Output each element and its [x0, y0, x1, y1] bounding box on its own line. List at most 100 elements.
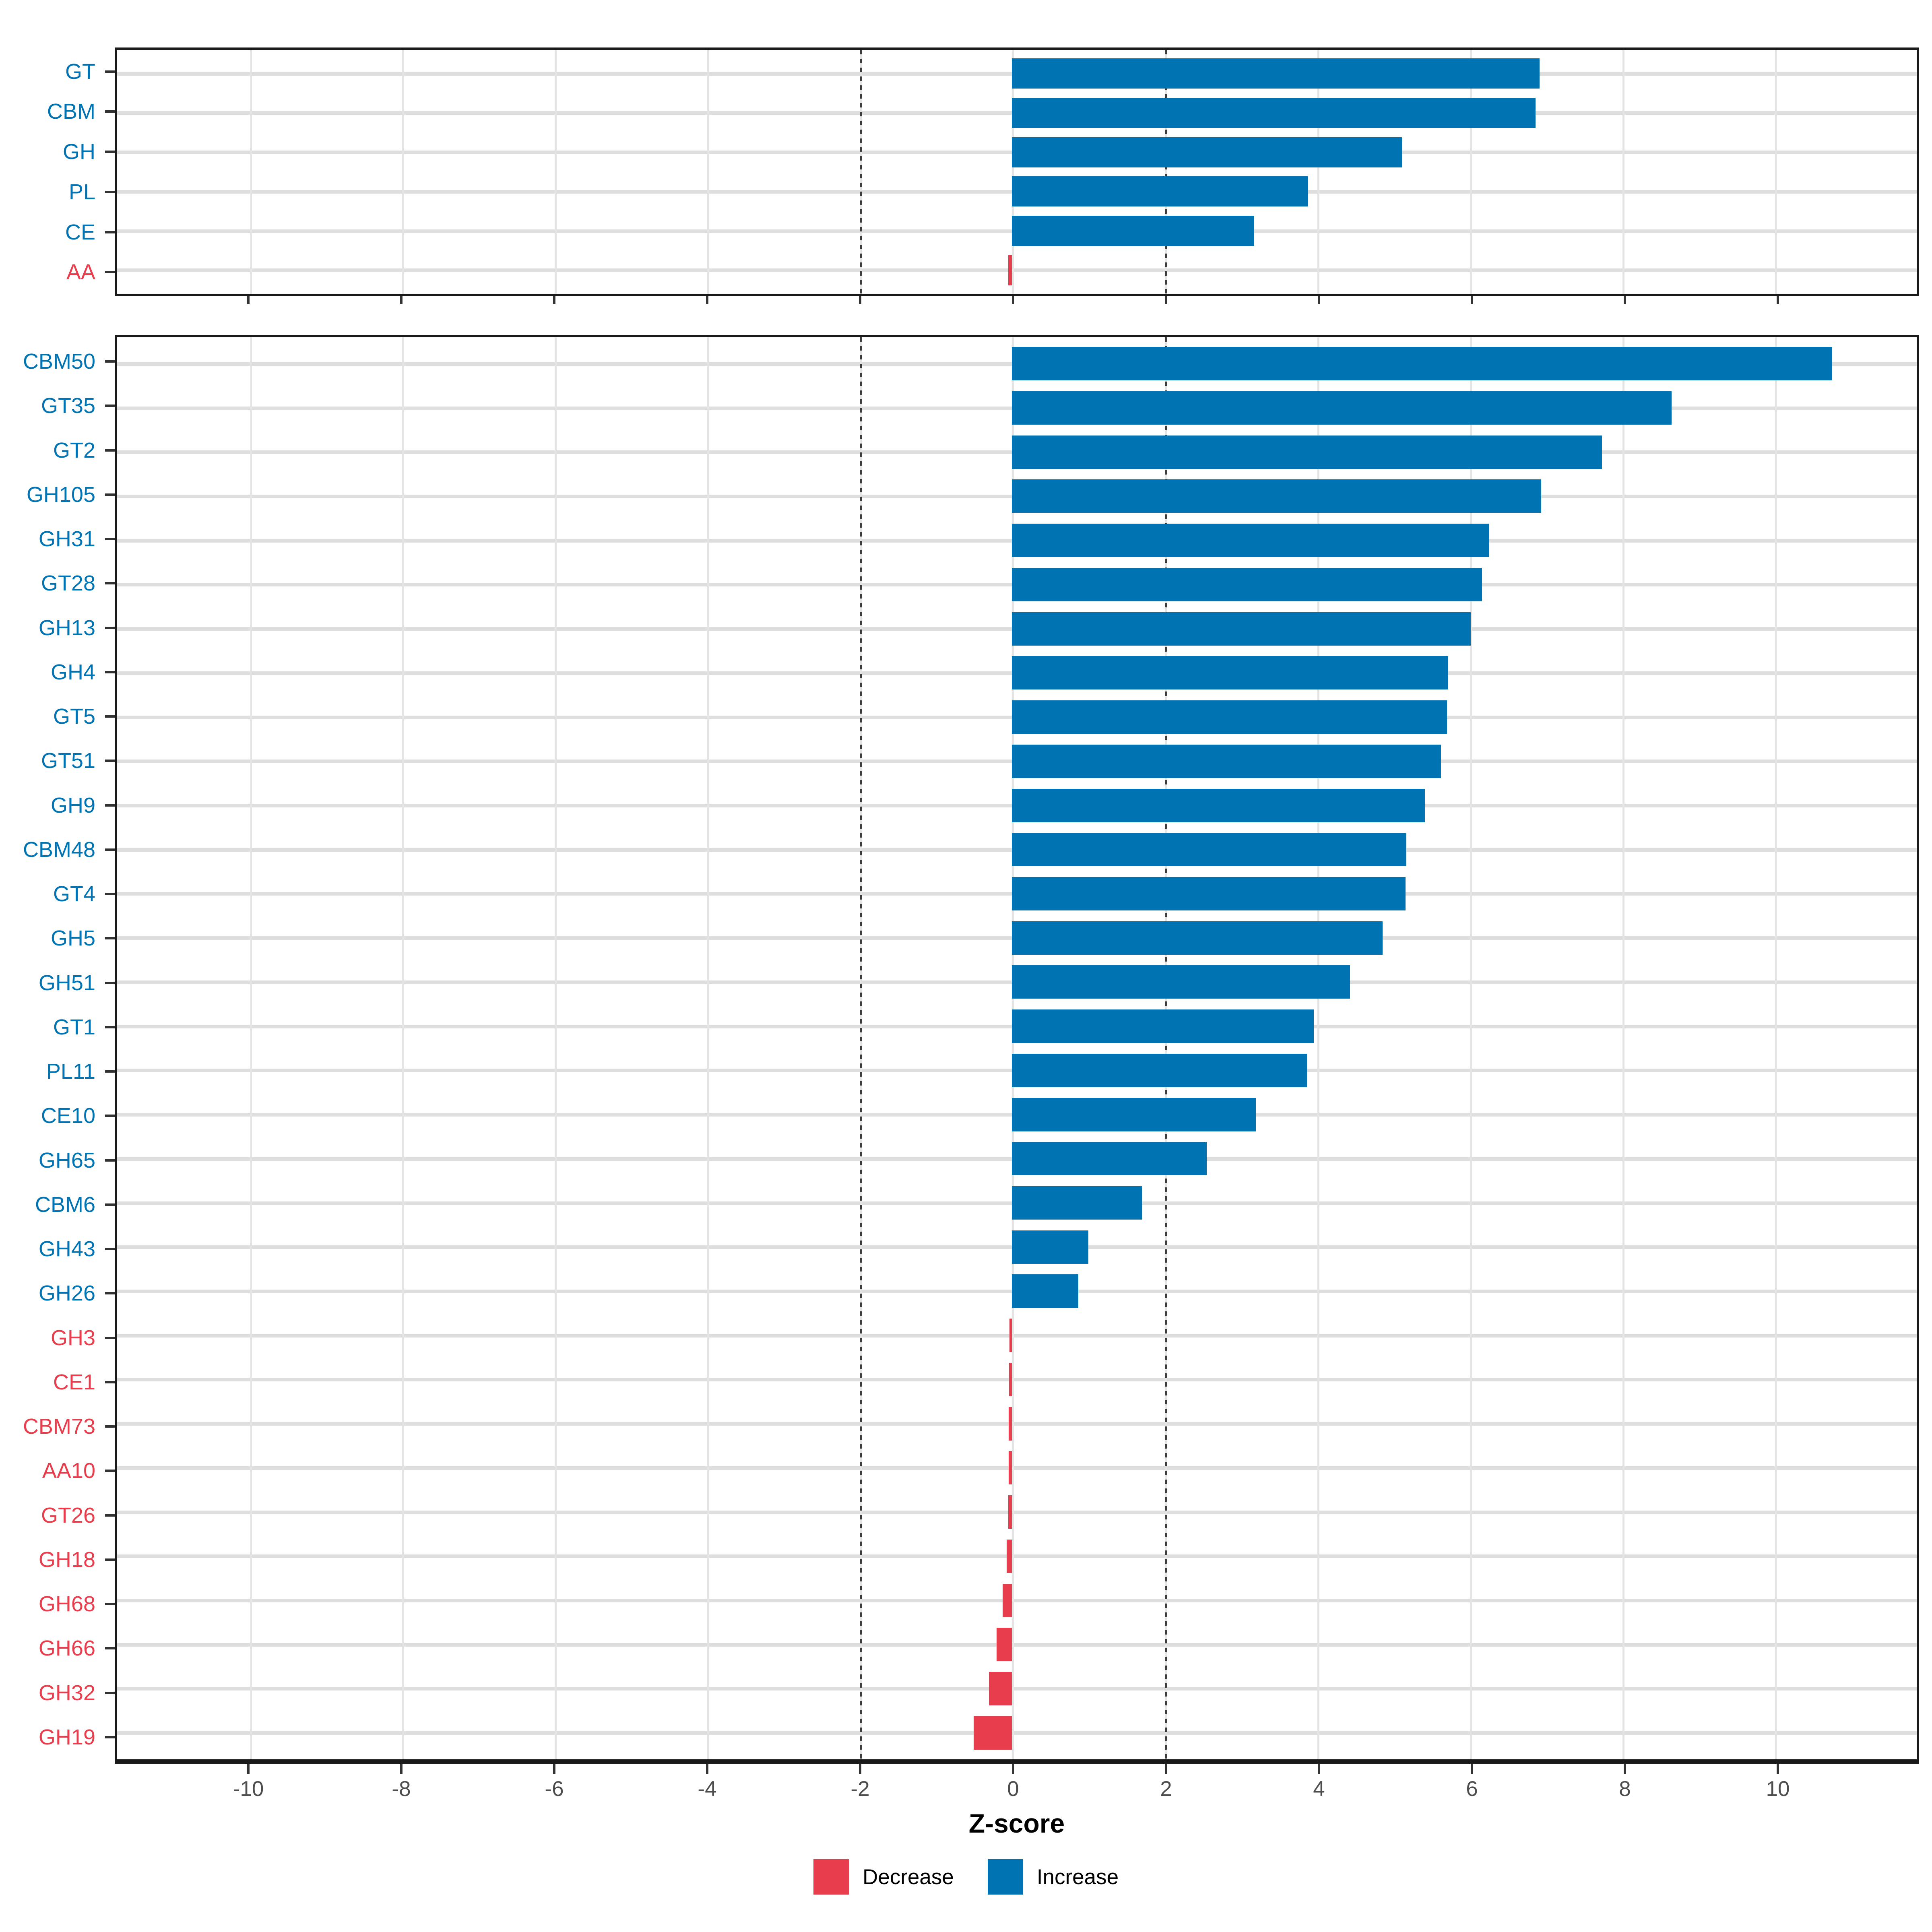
- bar-GH4: [1012, 656, 1448, 690]
- x-tick-label: -8: [392, 1777, 411, 1801]
- bar-GT4: [1012, 877, 1406, 910]
- gridline-v: [1622, 337, 1624, 1759]
- bar-GT: [1012, 58, 1540, 89]
- category-label-PL: PL: [68, 180, 95, 204]
- y-tick: [105, 538, 115, 540]
- bar-CE1: [1009, 1362, 1012, 1396]
- y-tick: [105, 1647, 115, 1649]
- category-label-CE1: CE1: [53, 1370, 95, 1394]
- x-tick-label: 4: [1313, 1777, 1325, 1801]
- gridline-v: [250, 50, 252, 294]
- x-tick-label: 0: [1007, 1777, 1019, 1801]
- legend-item-increase: Increase: [987, 1859, 1119, 1895]
- category-label-CBM48: CBM48: [23, 838, 95, 862]
- y-tick: [105, 982, 115, 984]
- x-tick: [1624, 1764, 1626, 1774]
- bar-GH3: [1009, 1319, 1012, 1352]
- x-axis-title: Z-score: [968, 1808, 1065, 1838]
- legend-item-decrease: Decrease: [813, 1859, 954, 1895]
- y-tick: [105, 271, 115, 273]
- bar-GH5: [1012, 921, 1383, 955]
- gridline-v: [1775, 337, 1777, 1759]
- bar-CBM73: [1009, 1407, 1012, 1441]
- bar-GH26: [1012, 1274, 1079, 1308]
- category-label-GH31: GH31: [38, 527, 95, 551]
- bar-GH68: [1003, 1583, 1012, 1617]
- gridline-v: [1775, 50, 1777, 294]
- bar-CBM6: [1012, 1186, 1142, 1220]
- legend: Decrease Increase: [0, 1859, 1932, 1895]
- bar-GT26: [1008, 1495, 1012, 1529]
- bar-GT2: [1012, 435, 1602, 469]
- y-tick: [105, 1159, 115, 1162]
- y-tick: [105, 893, 115, 895]
- gridline-v: [555, 50, 557, 294]
- x-tick: [1777, 1764, 1779, 1774]
- x-tick: [400, 296, 402, 304]
- bar-GH13: [1012, 612, 1471, 646]
- gridline-v: [1317, 337, 1319, 1759]
- bar-CE10: [1012, 1098, 1256, 1131]
- gridline-h: [117, 1378, 1917, 1382]
- category-label-CBM6: CBM6: [35, 1193, 95, 1217]
- panel-cazyme-classes: [115, 47, 1919, 296]
- y-tick: [105, 1558, 115, 1561]
- x-tick: [1318, 1764, 1320, 1774]
- category-label-GH3: GH3: [50, 1326, 95, 1350]
- category-label-GT26: GT26: [41, 1503, 95, 1527]
- x-tick: [1471, 1764, 1473, 1774]
- x-tick: [1777, 296, 1779, 304]
- y-tick: [105, 804, 115, 807]
- y-tick: [105, 671, 115, 673]
- legend-swatch-increase: [987, 1859, 1023, 1895]
- category-label-CBM73: CBM73: [23, 1414, 95, 1439]
- gridline-h: [117, 1599, 1917, 1602]
- category-label-GH66: GH66: [38, 1636, 95, 1660]
- panel-cazyme-families: [115, 335, 1919, 1764]
- gridline-v: [1470, 337, 1472, 1759]
- category-label-PL11: PL11: [46, 1059, 95, 1084]
- bar-GH43: [1012, 1230, 1088, 1264]
- gridline-h: [117, 1554, 1917, 1558]
- category-label-GH26: GH26: [38, 1281, 95, 1305]
- category-label-GT: GT: [65, 60, 95, 84]
- category-label-GH51: GH51: [38, 971, 95, 995]
- category-label-GH5: GH5: [50, 926, 95, 950]
- x-tick-label: -4: [698, 1777, 717, 1801]
- gridline-v: [402, 337, 405, 1759]
- bar-GH105: [1012, 479, 1541, 513]
- bar-CBM: [1012, 97, 1536, 128]
- bar-GT1: [1012, 1009, 1314, 1043]
- y-tick: [105, 1292, 115, 1294]
- gridline-h: [117, 1422, 1917, 1426]
- category-label-GT5: GT5: [53, 704, 95, 729]
- y-tick: [105, 1692, 115, 1694]
- gridline-v: [707, 337, 710, 1759]
- y-tick: [105, 1248, 115, 1250]
- category-label-GH105: GH105: [26, 483, 95, 507]
- y-tick: [105, 151, 115, 153]
- y-tick: [105, 1203, 115, 1206]
- bar-GH32: [989, 1672, 1012, 1705]
- y-tick: [105, 1115, 115, 1117]
- category-label-GH19: GH19: [38, 1725, 95, 1749]
- bar-CBM48: [1012, 833, 1407, 867]
- x-tick: [247, 1764, 250, 1774]
- y-tick: [105, 582, 115, 584]
- legend-label-increase: Increase: [1036, 1865, 1119, 1889]
- y-tick: [105, 1070, 115, 1073]
- category-label-GT28: GT28: [41, 571, 95, 595]
- category-label-GH13: GH13: [38, 616, 95, 640]
- bar-GH18: [1006, 1539, 1012, 1573]
- y-tick: [105, 449, 115, 452]
- reference-line: [860, 337, 862, 1759]
- x-tick: [859, 1764, 861, 1774]
- x-tick-label: -2: [850, 1777, 870, 1801]
- x-tick: [1471, 296, 1473, 304]
- x-tick: [706, 1764, 708, 1774]
- y-tick: [105, 1736, 115, 1738]
- category-label-GH68: GH68: [38, 1592, 95, 1616]
- x-tick: [1165, 1764, 1167, 1774]
- gridline-v: [1317, 50, 1319, 294]
- category-label-GT35: GT35: [41, 394, 95, 418]
